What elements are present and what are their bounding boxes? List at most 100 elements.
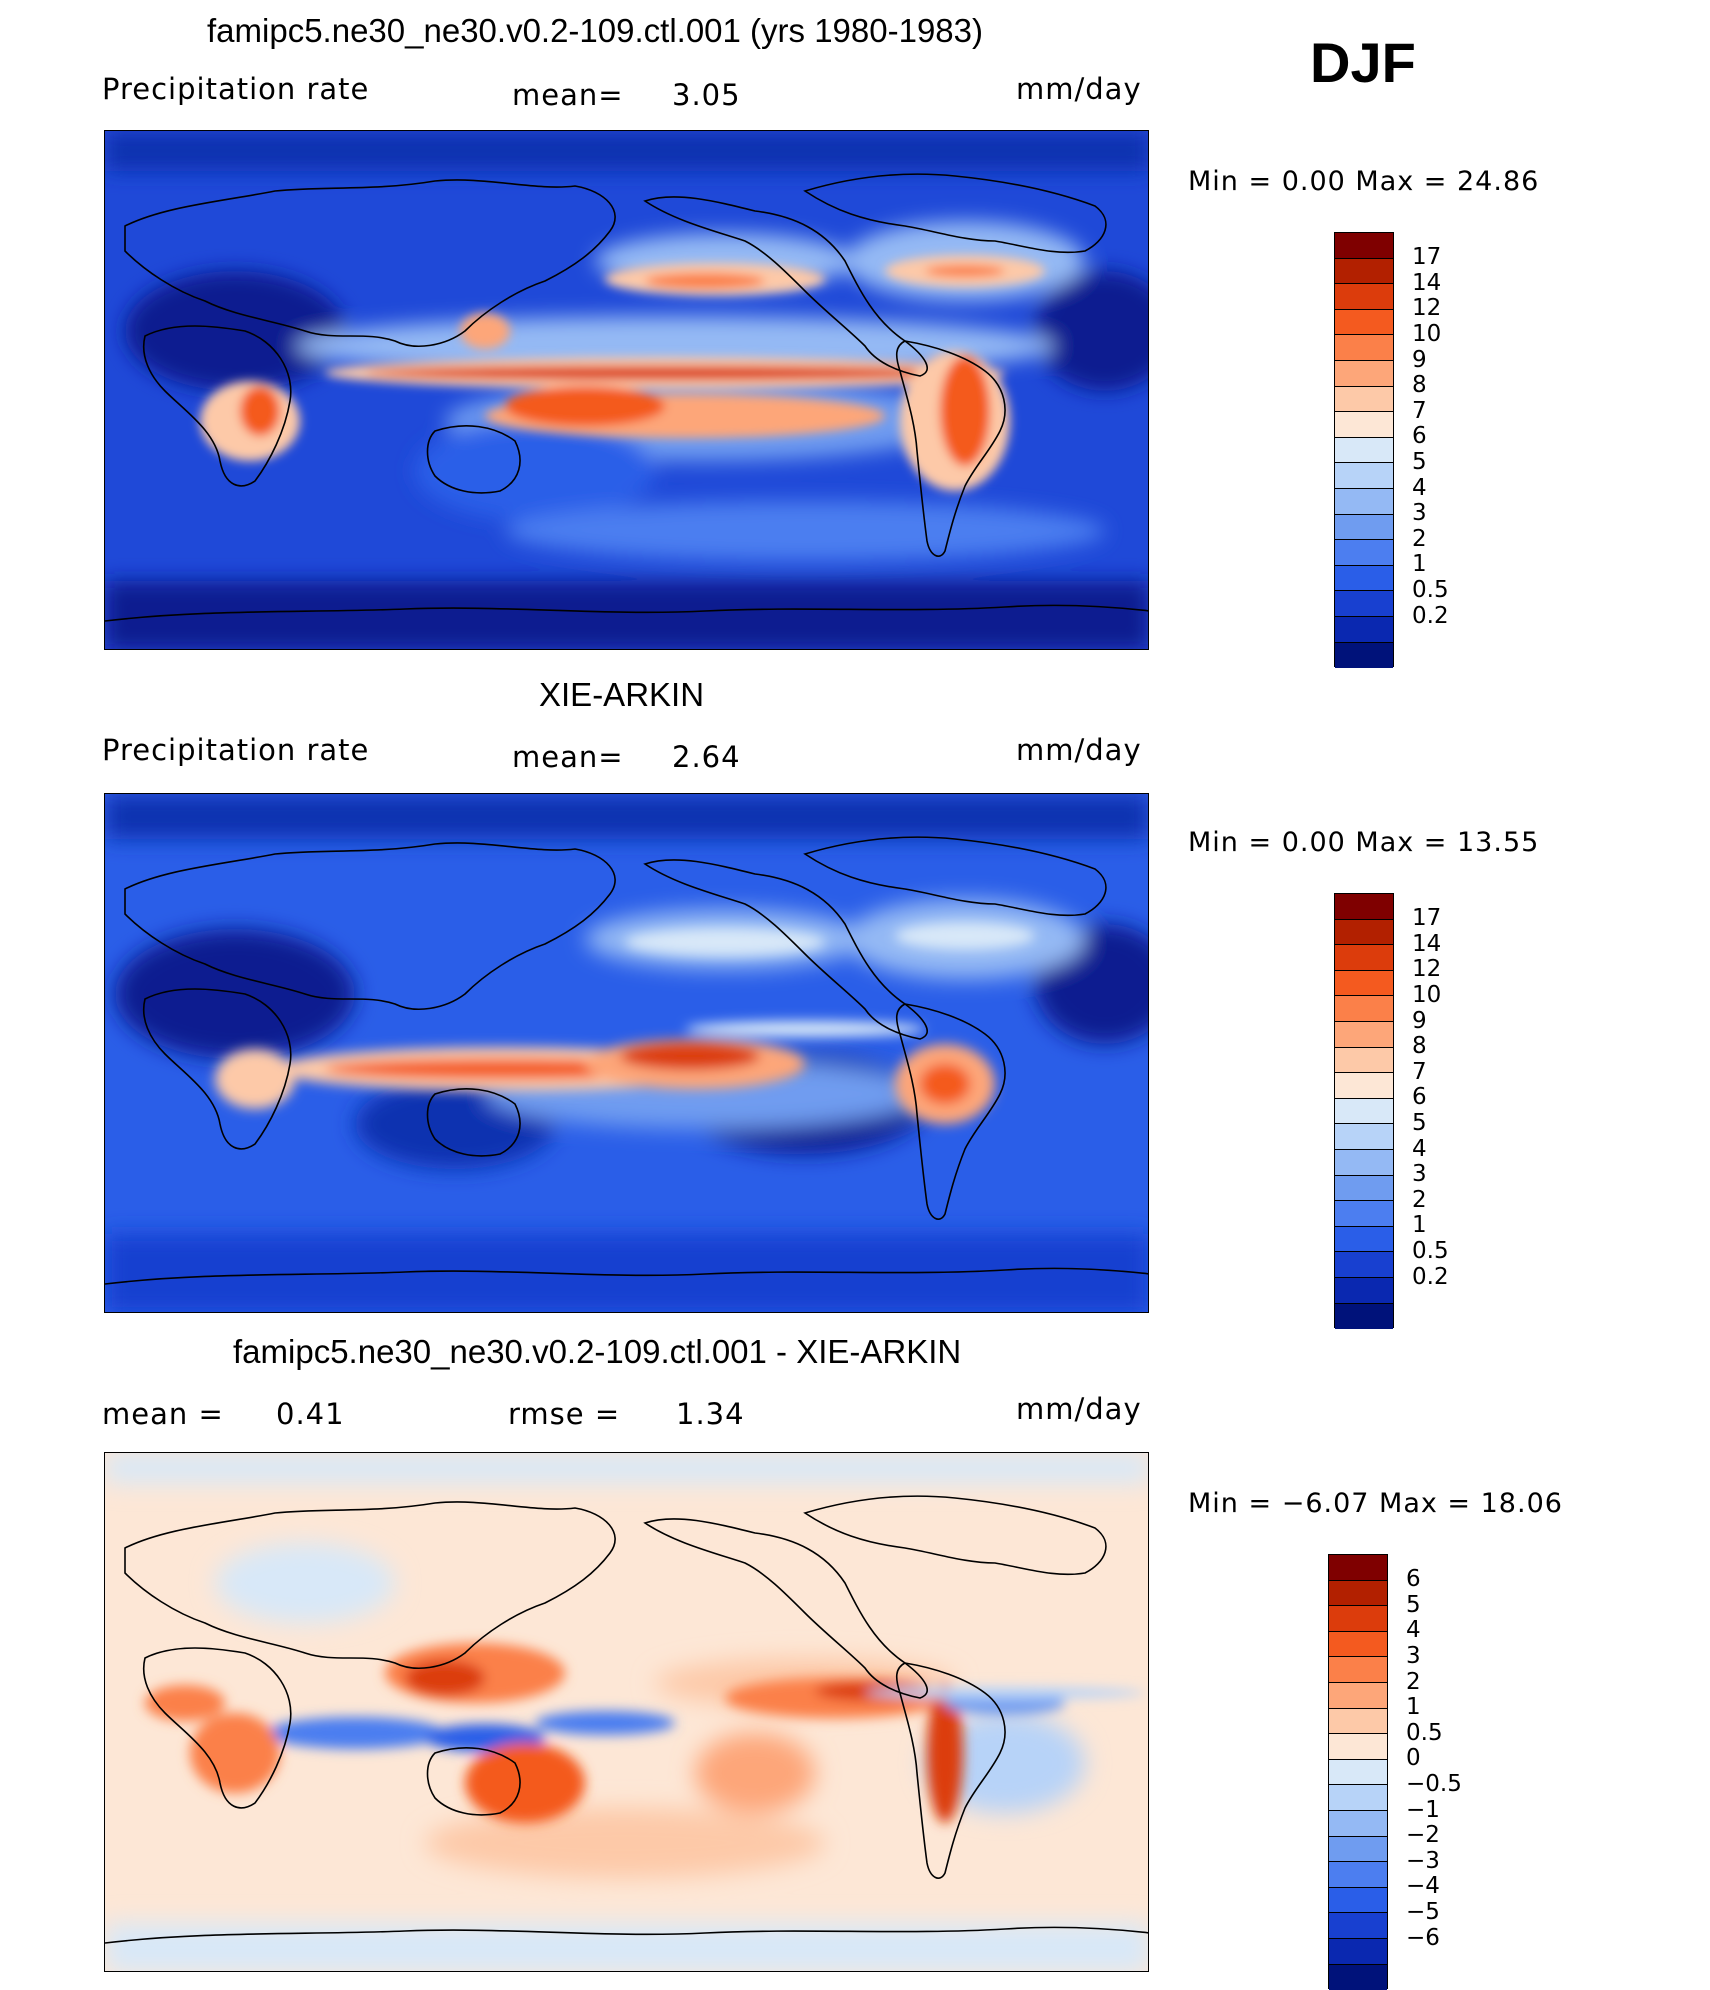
panel3-map-svg (105, 1453, 1149, 1972)
colorbar-swatch (1335, 259, 1393, 285)
colorbar-swatch (1335, 996, 1393, 1022)
colorbar-swatch (1335, 310, 1393, 336)
colorbar-label: −0.5 (1406, 1773, 1462, 1796)
colorbar-swatch (1329, 1888, 1387, 1914)
colorbar-label: 0.5 (1412, 1240, 1449, 1263)
colorbar-swatch (1335, 591, 1393, 617)
colorbar-swatch (1335, 643, 1393, 669)
panel1-variable-label: Precipitation rate (102, 72, 369, 106)
colorbar-swatch (1335, 617, 1393, 643)
colorbar-label: 10 (1412, 323, 1441, 346)
colorbar-swatch (1335, 1150, 1393, 1176)
colorbar-label: 1 (1412, 553, 1427, 576)
colorbar-label: 6 (1406, 1568, 1421, 1591)
colorbar-label: 4 (1406, 1619, 1421, 1642)
colorbar-swatch (1335, 945, 1393, 971)
colorbar-swatch (1335, 971, 1393, 997)
panel1-units: mm/day (1016, 72, 1142, 106)
panel2-mean-value: 2.64 (672, 740, 741, 774)
colorbar-swatch (1329, 1785, 1387, 1811)
colorbar-swatch (1329, 1709, 1387, 1735)
panel2-map-svg (105, 794, 1149, 1313)
colorbar-label: 0.5 (1406, 1722, 1443, 1745)
panel2-map (104, 793, 1149, 1313)
colorbar-label: 10 (1412, 984, 1441, 1007)
colorbar-swatch (1335, 515, 1393, 541)
colorbar-label: 17 (1412, 246, 1441, 269)
colorbar-label: 0 (1406, 1747, 1421, 1770)
panel2-variable-label: Precipitation rate (102, 733, 369, 767)
colorbar-label: 2 (1406, 1671, 1421, 1694)
panel2-units: mm/day (1016, 733, 1142, 767)
colorbar-swatch (1329, 1632, 1387, 1658)
colorbar-label: −6 (1406, 1927, 1440, 1950)
colorbar-swatch (1335, 284, 1393, 310)
colorbar-swatch (1329, 1837, 1387, 1863)
panel3-title: famipc5.ne30_ne30.v0.2-109.ctl.001 - XIE… (233, 1333, 961, 1371)
colorbar-label: 3 (1406, 1645, 1421, 1668)
colorbar-swatch (1329, 1760, 1387, 1786)
colorbar-swatch (1329, 1939, 1387, 1965)
colorbar-label: 12 (1412, 297, 1441, 320)
colorbar-label: 12 (1412, 958, 1441, 981)
colorbar-label: 14 (1412, 933, 1441, 956)
colorbar-label: 7 (1412, 400, 1427, 423)
colorbar-label: 17 (1412, 907, 1441, 930)
panel1-colorbar-boxes (1334, 232, 1394, 667)
colorbar-swatch (1335, 1048, 1393, 1074)
colorbar-swatch (1335, 1022, 1393, 1048)
colorbar-label: 6 (1412, 425, 1427, 448)
panel2-colorbar-boxes (1334, 893, 1394, 1328)
season-label: DJF (1310, 30, 1416, 95)
panel3-rmse-label: rmse = (508, 1397, 620, 1431)
panel1-map-svg (105, 131, 1149, 650)
colorbar-label: 0.2 (1412, 1266, 1449, 1289)
colorbar-swatch (1335, 438, 1393, 464)
colorbar-swatch (1335, 920, 1393, 946)
colorbar-label: 8 (1412, 374, 1427, 397)
colorbar-swatch (1329, 1555, 1387, 1581)
colorbar-swatch (1335, 463, 1393, 489)
panel3-map (104, 1452, 1149, 1972)
colorbar-label: 4 (1412, 1138, 1427, 1161)
colorbar-swatch (1329, 1581, 1387, 1607)
colorbar-swatch (1335, 1099, 1393, 1125)
colorbar-swatch (1329, 1606, 1387, 1632)
colorbar-label: 5 (1406, 1594, 1421, 1617)
colorbar-swatch (1335, 233, 1393, 259)
colorbar-swatch (1329, 1811, 1387, 1837)
colorbar-swatch (1335, 566, 1393, 592)
colorbar-swatch (1329, 1657, 1387, 1683)
panel1-mean-value: 3.05 (672, 78, 741, 112)
panel1-map (104, 130, 1149, 650)
panel2-title: XIE-ARKIN (539, 676, 704, 714)
colorbar-label: 9 (1412, 1010, 1427, 1033)
colorbar-swatch (1329, 1913, 1387, 1939)
colorbar-label: 14 (1412, 272, 1441, 295)
colorbar-label: −4 (1406, 1875, 1440, 1898)
colorbar-label: −1 (1406, 1799, 1440, 1822)
colorbar-label: 2 (1412, 1189, 1427, 1212)
colorbar-label: 0.5 (1412, 579, 1449, 602)
colorbar-label: 5 (1412, 1112, 1427, 1135)
colorbar-label: 7 (1412, 1061, 1427, 1084)
colorbar-swatch (1335, 387, 1393, 413)
colorbar-swatch (1335, 1201, 1393, 1227)
colorbar-label: 3 (1412, 502, 1427, 525)
colorbar-swatch (1335, 894, 1393, 920)
colorbar-swatch (1335, 412, 1393, 438)
colorbar-swatch (1335, 489, 1393, 515)
colorbar-label: 1 (1412, 1214, 1427, 1237)
colorbar-label: −3 (1406, 1850, 1440, 1873)
colorbar-swatch (1335, 1073, 1393, 1099)
colorbar-label: 6 (1412, 1086, 1427, 1109)
colorbar-swatch (1335, 1304, 1393, 1330)
panel3-rmse-value: 1.34 (676, 1397, 745, 1431)
colorbar-swatch (1335, 1176, 1393, 1202)
panel2-minmax: Min = 0.00 Max = 13.55 (1188, 827, 1539, 858)
panel2-mean-label: mean= (512, 740, 624, 774)
panel3-mean-value: 0.41 (276, 1397, 345, 1431)
colorbar-swatch (1329, 1683, 1387, 1709)
colorbar-label: −5 (1406, 1901, 1440, 1924)
colorbar-swatch (1329, 1862, 1387, 1888)
